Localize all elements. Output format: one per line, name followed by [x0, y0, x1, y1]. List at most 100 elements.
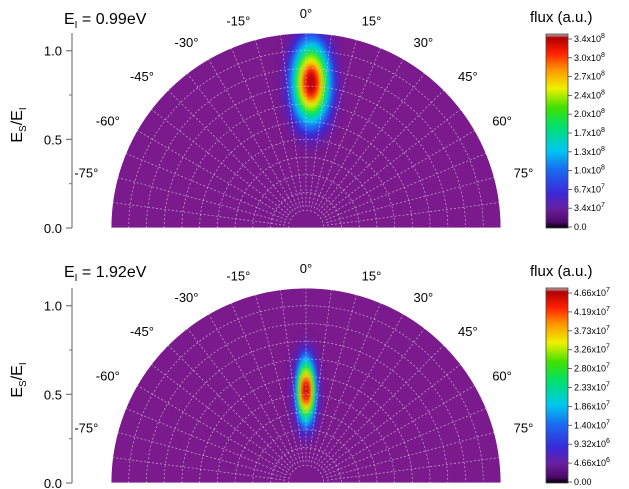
angle-label: 60° [492, 114, 512, 129]
grid-spoke [187, 73, 294, 212]
grid-spoke [324, 130, 476, 218]
colorbar: 0.0 3.4x107 6.7x107 1.0x108 1.3x108 1.7x108 2.… [545, 33, 605, 232]
grid-spoke [313, 47, 381, 209]
colorbar-tick-label: 4.66x107 [574, 287, 610, 298]
angle-label: 0° [300, 261, 312, 276]
angle-label: -30° [175, 290, 199, 305]
colorbar-tick-label: 1.0x108 [574, 165, 605, 176]
colorbar-tick-label: 0.0 [574, 222, 587, 232]
grid-arc [163, 85, 449, 229]
colorbar-tick-label: 2.33x107 [574, 382, 610, 393]
grid-spoke [320, 89, 445, 214]
y-tick-label: 1.0 [44, 299, 62, 314]
angle-label: -15° [226, 13, 250, 28]
grid-spoke [208, 58, 296, 210]
grid-spoke [255, 39, 301, 208]
grid-spoke [322, 109, 461, 216]
flux-distribution [279, 33, 343, 151]
y-tick-label: 0.0 [44, 476, 62, 489]
y-tick-label: 0.5 [44, 132, 62, 147]
grid-spoke [327, 202, 500, 226]
colorbar-tick-label: 1.7x108 [574, 127, 605, 138]
grid-arc [287, 465, 325, 484]
colorbar-gradient [545, 287, 569, 484]
polar-plot [110, 32, 502, 229]
grid-spoke [326, 177, 495, 223]
grid-spoke [117, 432, 286, 478]
grid-spoke [316, 313, 404, 465]
colorbar-tick-label: 2.80x107 [574, 363, 610, 374]
colorbar-gradient [545, 33, 569, 229]
grid-spoke [325, 408, 487, 476]
polar-plot [110, 287, 502, 484]
grid-spoke [117, 177, 286, 223]
colorbar-tick-label: 1.86x107 [574, 400, 610, 411]
angle-label: -45° [130, 324, 154, 339]
grid-spoke [325, 153, 487, 221]
grid-spoke [308, 34, 332, 207]
grid-spoke [167, 89, 292, 214]
colorbar-tick-label: 3.0x108 [574, 52, 605, 63]
grid-arc [146, 68, 466, 229]
colorbar-tick-label: 1.3x108 [574, 146, 605, 157]
polar-outline [110, 32, 502, 229]
flux-contour [306, 72, 316, 94]
angle-label: -75° [74, 165, 98, 180]
grid-spoke [231, 302, 299, 464]
angle-label: -60° [96, 114, 120, 129]
colorbar-tick-label: 3.26x107 [574, 344, 610, 355]
angle-label: 45° [458, 69, 478, 84]
angle-label: 75° [514, 420, 534, 435]
grid-spoke [327, 457, 500, 481]
y-tick-label: 1.0 [44, 44, 62, 59]
grid-spoke [255, 294, 301, 463]
grid-spoke [324, 385, 476, 473]
grid-spoke [112, 202, 285, 226]
colorbar-tick-label: 2.7x108 [574, 71, 605, 82]
grid-spoke [167, 344, 292, 469]
colorbar-title: flux (a.u.) [530, 263, 593, 280]
grid-arc [128, 305, 484, 484]
grid-arc [234, 411, 378, 484]
grid-spoke [187, 328, 294, 467]
grid-spoke [322, 364, 461, 471]
y-axis: 0.0 0.5 1.0 [44, 33, 73, 236]
grid-spoke [151, 364, 290, 471]
angle-label: 30° [414, 290, 434, 305]
y-tick-label: 0.5 [44, 387, 62, 402]
colorbar-tick-label: 3.73x107 [574, 325, 610, 336]
grid-arc [287, 210, 325, 229]
angle-label: -15° [226, 268, 250, 283]
colorbar-tick-label: 2.0x108 [574, 108, 605, 119]
y-tick-label: 0.0 [44, 221, 62, 236]
grid-spoke [231, 47, 299, 209]
grid-arc [217, 394, 395, 484]
grid-spoke [320, 344, 445, 469]
colorbar-tick-label: 3.4x107 [574, 202, 605, 213]
grid-spoke [326, 432, 495, 478]
grid-spoke [308, 289, 332, 462]
colorbar-tick-label: 9.32x106 [574, 438, 610, 449]
y-axis-label: ES/EI [9, 107, 29, 142]
colorbar-tick-label: 4.19x107 [574, 306, 610, 317]
angle-label: -45° [130, 69, 154, 84]
y-axis-label: ES/EI [9, 362, 29, 397]
angle-label: 15° [362, 13, 382, 28]
grid-arc [146, 323, 466, 484]
grid-spoke [208, 313, 296, 465]
colorbar-tick-label: 3.4x108 [574, 33, 605, 44]
grid-spoke [136, 130, 288, 218]
angle-label: 15° [362, 268, 382, 283]
colorbar-tick-label: 2.4x108 [574, 89, 605, 100]
grid-spoke [112, 457, 285, 481]
angle-label: 0° [300, 6, 312, 21]
grid-spoke [151, 109, 290, 216]
y-axis: 0.0 0.5 1.0 [44, 288, 73, 489]
grid-arc [199, 121, 413, 229]
angle-label: -75° [74, 420, 98, 435]
flux-contour [303, 382, 309, 400]
grid-spoke [136, 385, 288, 473]
grid-spoke [311, 294, 357, 463]
